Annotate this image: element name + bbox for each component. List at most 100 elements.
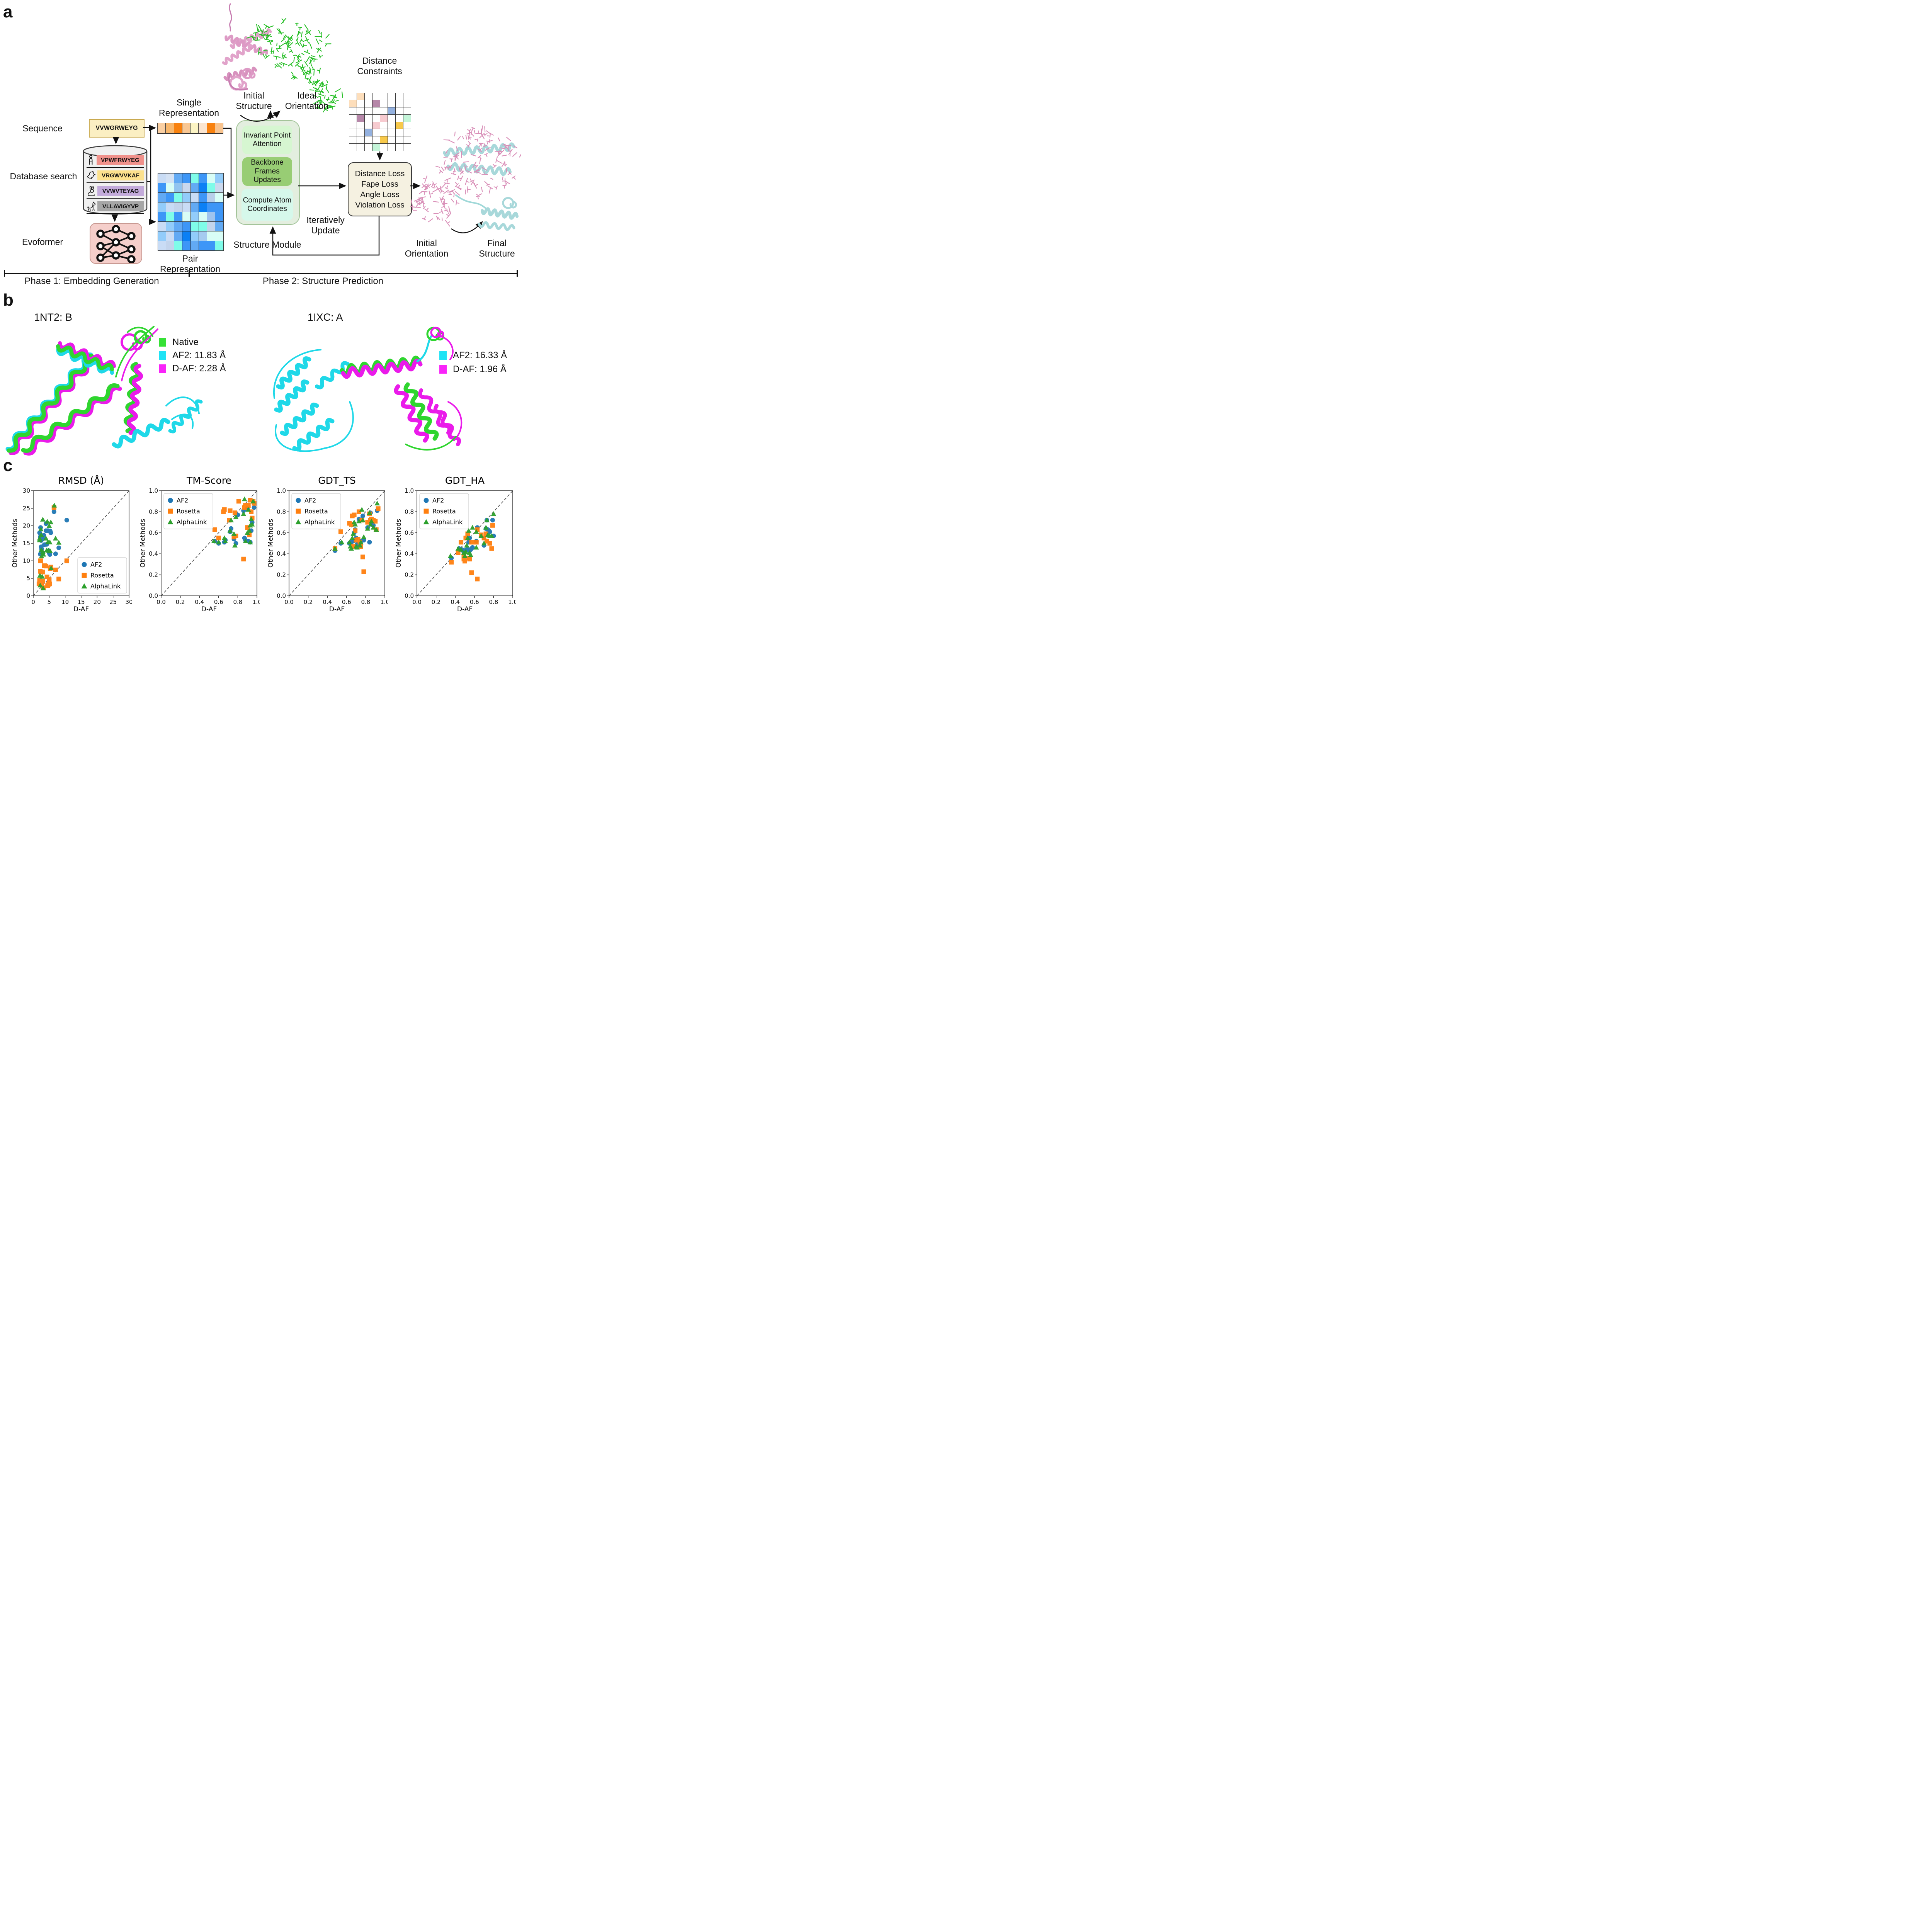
phase-ruler — [4, 273, 518, 274]
sequence-value-box: VVWGRWEYG — [89, 119, 145, 138]
database-row: VLLAVIGYVP — [87, 199, 144, 214]
database-search-label: Database search — [10, 171, 77, 181]
distance-cell — [379, 92, 388, 100]
svg-text:0.2: 0.2 — [405, 571, 414, 578]
svg-text:0.8: 0.8 — [233, 599, 242, 605]
distance-cell — [403, 107, 411, 115]
daf-swatch — [439, 365, 447, 374]
distance-cell — [395, 107, 403, 115]
distance-cell — [387, 114, 396, 122]
human-icon — [89, 155, 93, 165]
pair-rep-cell — [198, 173, 207, 183]
single-rep-cell — [206, 123, 215, 134]
single-rep-cell — [157, 123, 166, 134]
pair-rep-cell — [165, 192, 174, 202]
pair-rep-cell — [157, 202, 166, 212]
pair-rep-cell — [182, 221, 191, 231]
single-representation-label: Single Representation — [159, 97, 219, 118]
initial-orientation-final-structure-molecules — [410, 125, 521, 231]
distance-cell — [403, 100, 411, 107]
database-seq: VRGWVVKAF — [97, 170, 144, 180]
single-rep-cell — [190, 123, 199, 134]
svg-text:25: 25 — [109, 599, 117, 605]
structure-module-label: Structure Module — [233, 240, 301, 250]
pair-rep-cell — [182, 182, 191, 193]
pair-rep-cell — [215, 211, 224, 222]
invariant-point-attention-box: Invariant Point Attention — [242, 126, 292, 154]
pair-rep-cell — [215, 182, 224, 193]
pair-rep-cell — [207, 192, 216, 202]
structure-overlay-1ixc — [273, 327, 463, 452]
distance-cell — [364, 107, 372, 115]
svg-text:0.4: 0.4 — [149, 550, 158, 557]
database-row: VRGWVVKAF — [87, 168, 144, 183]
distance-cell — [379, 121, 388, 129]
daf-swatch — [159, 364, 166, 373]
phase1-label: Phase 1: Embedding Generation — [24, 276, 159, 286]
phase-ruler-tick — [189, 270, 190, 277]
database-row: VPWFRWYEG — [87, 153, 144, 168]
svg-text:0.6: 0.6 — [470, 599, 479, 605]
pair-rep-cell — [165, 221, 174, 231]
pair-rep-cell — [165, 173, 174, 183]
pair-rep-cell — [198, 202, 207, 212]
svg-text:10: 10 — [23, 557, 30, 564]
pair-rep-cell — [215, 231, 224, 241]
pair-rep-cell — [157, 173, 166, 183]
distance-cell — [356, 100, 365, 107]
distance-cell — [349, 121, 357, 129]
compute-atom-coordinates-box: Compute Atom Coordinates — [242, 189, 293, 221]
chicken-icon — [87, 171, 96, 179]
distance-cell — [379, 136, 388, 144]
distance-cell — [403, 143, 411, 151]
scatter-svg: 00 5 5 10 10 15 15 20 20 25 25 30 30 RMSD (Å) D-AF Othe… — [11, 475, 133, 613]
svg-text:0.6: 0.6 — [277, 529, 286, 536]
svg-text:RMSD (Å): RMSD (Å) — [58, 475, 104, 486]
distance-constraints-grid — [349, 92, 411, 151]
loss-box: Distance Loss Fape Loss Angle Loss Viola… — [348, 162, 412, 216]
database-seq: VPWFRWYEG — [97, 155, 144, 165]
panel-b-artwork — [5, 326, 463, 456]
single-rep-cell — [182, 123, 190, 134]
legend-item: D-AF: 1.96 Å — [439, 364, 507, 375]
distance-cell — [364, 121, 372, 129]
pair-rep-cell — [182, 173, 191, 183]
series-AlphaLink — [332, 500, 380, 551]
pair-rep-cell — [182, 240, 191, 251]
dog-icon — [87, 201, 96, 211]
initial-structure-label: Initial Structure — [236, 90, 272, 111]
phase-ruler-tick — [4, 270, 5, 277]
scatter-svg: 0.00.0 0.2 0.2 0.4 0.4 0.6 0.6 0.8 0.8 1.0 1.0 GDT_… — [267, 475, 389, 613]
series-Rosetta — [449, 523, 495, 582]
distance-cell — [364, 100, 372, 107]
svg-text:20: 20 — [23, 522, 30, 529]
distance-cell — [387, 107, 396, 115]
database-seq: VLLAVIGYVP — [97, 201, 144, 211]
legend-item: Native — [159, 337, 199, 348]
svg-text:0.8: 0.8 — [149, 508, 158, 515]
pair-rep-cell — [190, 231, 199, 241]
loss-line: Violation Loss — [355, 201, 405, 210]
pair-rep-cell — [207, 182, 216, 193]
distance-cell — [395, 136, 403, 144]
distance-cell — [379, 114, 388, 122]
distance-cell — [349, 129, 357, 136]
pair-rep-cell — [207, 202, 216, 212]
svg-text:0.4: 0.4 — [405, 550, 414, 557]
distance-cell — [379, 100, 388, 107]
svg-text:Rosetta: Rosetta — [177, 508, 200, 515]
single-rep-cell — [165, 123, 174, 134]
pair-rep-cell — [165, 231, 174, 241]
svg-text:D-AF: D-AF — [329, 605, 345, 613]
pair-rep-cell — [157, 211, 166, 222]
distance-cell — [372, 100, 380, 107]
distance-cell — [387, 136, 396, 144]
scatter-svg: 0.00.0 0.2 0.2 0.4 0.4 0.6 0.6 0.8 0.8 1.0 1.0 GDT_… — [395, 475, 517, 613]
pair-rep-cell — [182, 192, 191, 202]
evoformer-label: Evoformer — [22, 237, 63, 247]
pair-rep-cell — [190, 182, 199, 193]
neural-network-icon — [96, 225, 136, 264]
distance-cell — [379, 107, 388, 115]
pair-rep-cell — [174, 202, 183, 212]
distance-cell — [403, 121, 411, 129]
